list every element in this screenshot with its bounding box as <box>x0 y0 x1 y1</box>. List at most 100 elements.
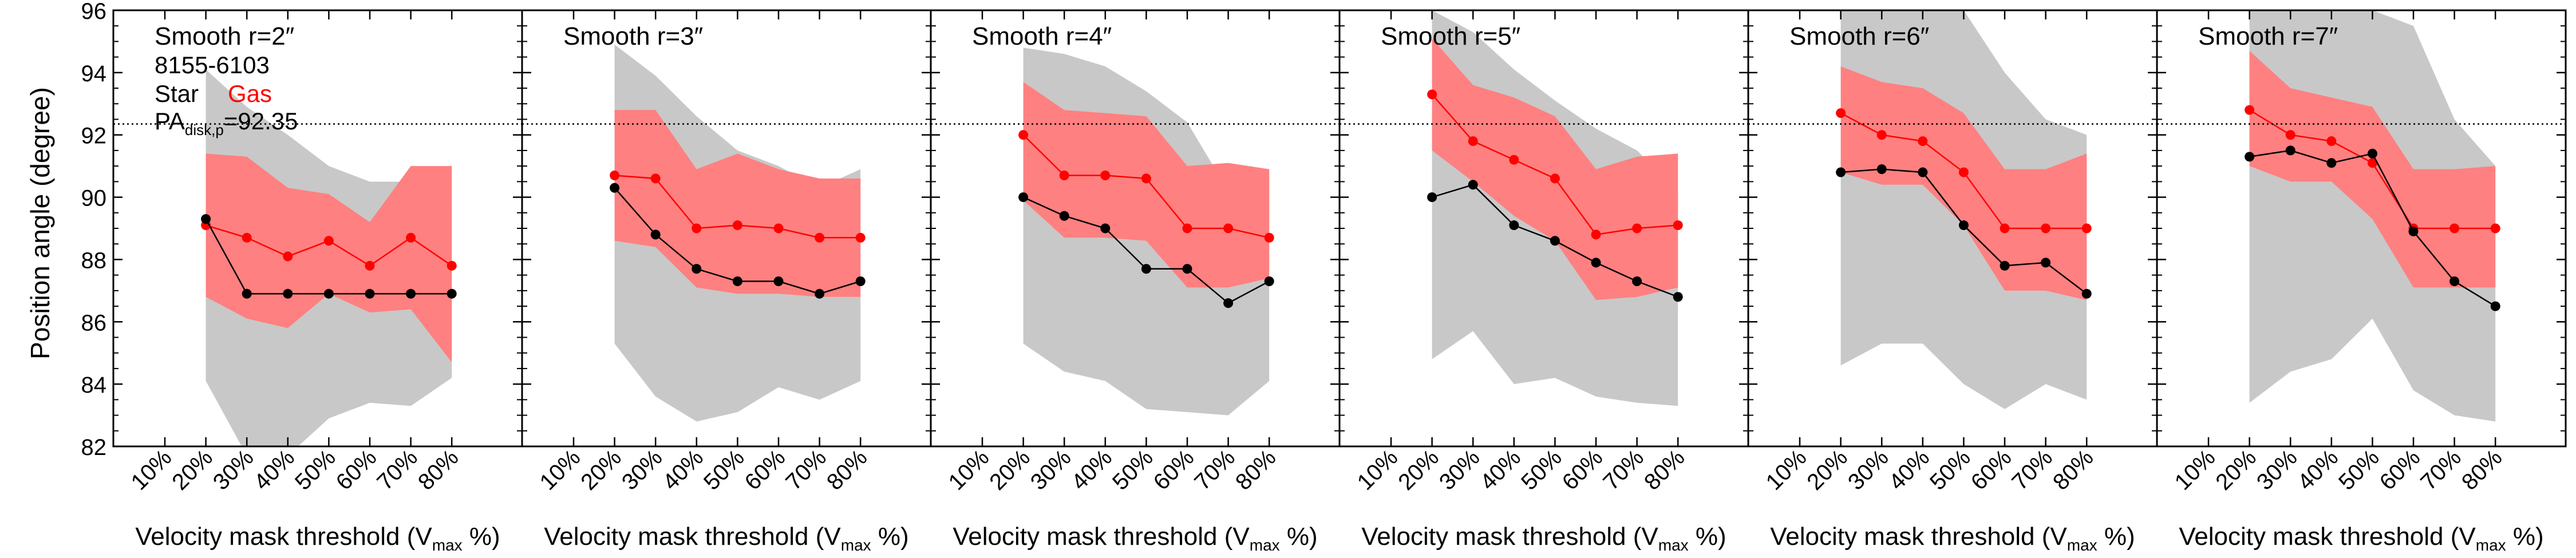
gas-data-point <box>1468 136 1478 147</box>
plot-area <box>201 69 457 446</box>
pa-prefix: PA <box>155 108 185 134</box>
panel-title: Smooth r=7″ <box>2198 22 2338 50</box>
panel-title: Smooth r=6″ <box>1789 22 1929 50</box>
galaxy-id-label: 8155-6103 <box>155 52 270 78</box>
panel-title: Smooth r=5″ <box>1381 22 1520 50</box>
star-data-point <box>1223 298 1234 308</box>
gas-data-point <box>323 236 334 246</box>
gas-data-point <box>406 232 416 243</box>
x-axis-label: Velocity mask threshold (Vmax %) <box>1361 523 1726 554</box>
x-axis-label-subscript: max <box>1250 536 1280 554</box>
x-axis-label-tail: %) <box>463 523 500 551</box>
gas-data-point <box>692 223 702 234</box>
star-data-point <box>732 276 742 287</box>
gas-data-point <box>1591 229 1601 240</box>
star-data-point <box>2326 158 2337 168</box>
star-data-point <box>855 276 866 287</box>
gas-uncertainty-band <box>1432 38 1678 300</box>
gas-data-point <box>1141 173 1151 184</box>
panel-title: Smooth r=2″ <box>155 22 294 50</box>
gas-data-point <box>855 232 866 243</box>
gas-data-point <box>1876 130 1887 140</box>
gas-uncertainty-band <box>614 110 861 297</box>
star-data-point <box>447 288 457 299</box>
x-axis-label-main: Velocity mask threshold (V <box>2179 523 2476 551</box>
gas-data-point <box>1509 155 1519 165</box>
x-axis-label: Velocity mask threshold (Vmax %) <box>2179 523 2543 554</box>
star-data-point <box>2490 301 2500 311</box>
gas-data-point <box>1958 167 1969 177</box>
x-axis-label-main: Velocity mask threshold (V <box>1770 523 2067 551</box>
pa-disk-value-label: PAdisk,p=92.35 <box>155 108 298 138</box>
star-data-point <box>1876 164 1887 175</box>
star-data-point <box>365 288 375 299</box>
star-data-point <box>2000 260 2010 271</box>
y-tick-label: 90 <box>81 186 107 211</box>
gas-data-point <box>2367 158 2377 168</box>
y-axis: 82 84 86 88 90 92 94 96 <box>81 0 522 460</box>
star-data-point <box>2408 226 2419 236</box>
x-axis-label-subscript: max <box>2476 536 2506 554</box>
y-tick-label: 94 <box>81 61 107 86</box>
gas-data-point <box>2326 136 2337 147</box>
plot-area <box>1427 10 1683 406</box>
star-data-point <box>1550 236 1560 246</box>
gas-data-point <box>1632 223 1642 234</box>
x-axis-label: Velocity mask threshold (Vmax %) <box>135 523 500 554</box>
y-tick-label: 86 <box>81 310 107 335</box>
star-data-point <box>815 288 825 299</box>
gas-data-point <box>1427 89 1437 100</box>
panel-6: 10%20%30%40%50%60%70%80%Velocity mask th… <box>2156 9 2567 554</box>
gas-data-point <box>1100 170 1111 180</box>
star-data-point <box>2367 148 2377 159</box>
gas-data-point <box>1918 136 1928 147</box>
gas-data-point <box>365 260 375 271</box>
panel-5: 10%20%30%40%50%60%70%80%Velocity mask th… <box>1747 9 2158 554</box>
gas-data-point <box>1550 173 1560 184</box>
star-data-point <box>406 288 416 299</box>
gas-data-point <box>2490 223 2500 234</box>
plot-area <box>610 44 866 422</box>
x-axis-label-main: Velocity mask threshold (V <box>135 523 432 551</box>
y-tick-label: 82 <box>81 435 107 460</box>
y-axis-label: Position angle (degree) <box>25 87 55 359</box>
gas-data-point <box>2285 130 2296 140</box>
pa-value: =92.35 <box>224 108 298 134</box>
gas-uncertainty-band <box>206 153 452 362</box>
star-data-point <box>2449 276 2460 287</box>
plot-area <box>2245 10 2500 422</box>
star-data-point <box>1141 264 1151 274</box>
gas-data-point <box>1264 232 1274 243</box>
gas-data-point <box>1059 170 1069 180</box>
star-data-point <box>1018 192 1029 203</box>
x-axis-label-tail: %) <box>2506 523 2544 551</box>
y-tick-label: 84 <box>81 373 107 398</box>
plot-area <box>1836 10 2092 409</box>
plot-area <box>1018 48 1274 415</box>
legend-gas-label: Gas <box>228 80 272 107</box>
star-data-point <box>773 276 784 287</box>
star-data-point <box>1632 276 1642 287</box>
gas-data-point <box>1018 130 1029 140</box>
gas-data-point <box>447 260 457 271</box>
star-data-point <box>323 288 334 299</box>
star-data-point <box>1427 192 1437 203</box>
x-axis-label: Velocity mask threshold (Vmax %) <box>544 523 908 554</box>
star-data-point <box>692 264 702 274</box>
y-tick-label: 96 <box>81 0 107 24</box>
star-data-point <box>610 183 620 193</box>
gas-data-point <box>1836 108 1846 118</box>
gas-data-point <box>2245 105 2255 115</box>
x-axis-label-subscript: max <box>2067 536 2097 554</box>
x-axis-label-tail: %) <box>1689 523 1726 551</box>
panel-title: Smooth r=3″ <box>563 22 703 50</box>
x-axis-label-tail: %) <box>2097 523 2135 551</box>
gas-data-point <box>1223 223 1234 234</box>
star-data-point <box>1673 292 1683 302</box>
pa-subscript: disk,p <box>185 121 224 138</box>
x-axis-label-tail: %) <box>1280 523 1318 551</box>
star-data-point <box>2285 145 2296 156</box>
gas-uncertainty-band <box>1840 66 2087 300</box>
star-data-point <box>2041 258 2051 268</box>
